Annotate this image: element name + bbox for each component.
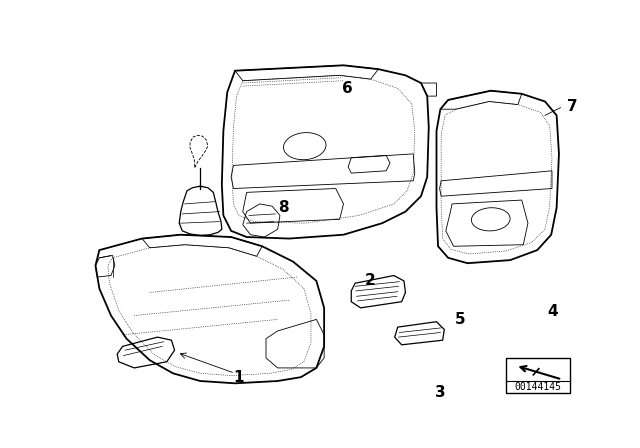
Text: 8: 8: [278, 200, 289, 215]
Text: 2: 2: [365, 273, 376, 289]
Text: 00144145: 00144145: [515, 382, 561, 392]
Text: 7: 7: [567, 99, 577, 114]
Text: 1: 1: [234, 370, 244, 385]
Text: 4: 4: [547, 304, 558, 319]
Text: 5: 5: [454, 312, 465, 327]
Text: 6: 6: [342, 81, 353, 96]
Bar: [506, 358, 570, 392]
Text: 3: 3: [435, 385, 445, 400]
